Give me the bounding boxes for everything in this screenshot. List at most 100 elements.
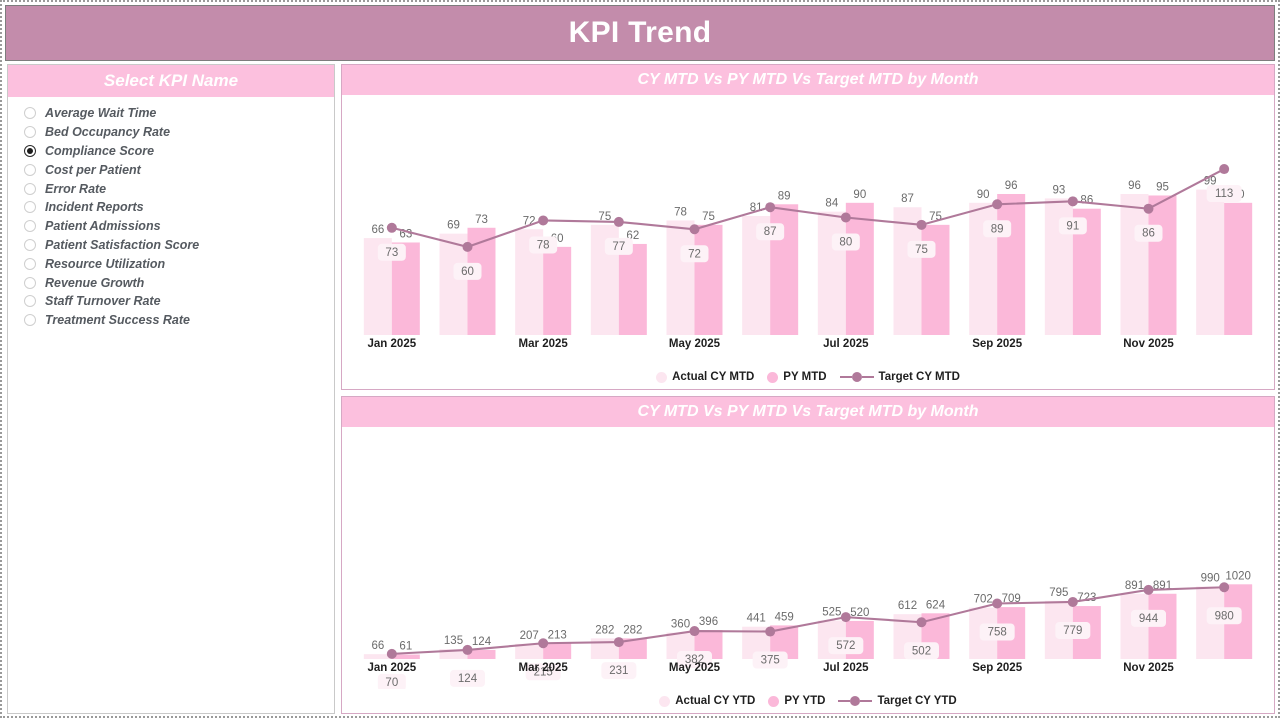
- kpi-slicer-item[interactable]: Compliance Score: [8, 142, 334, 161]
- bar-value-label: 525: [822, 607, 841, 619]
- target-line-marker[interactable]: [689, 626, 700, 637]
- kpi-slicer-item[interactable]: Cost per Patient: [8, 160, 334, 179]
- target-line-marker[interactable]: [1219, 582, 1230, 593]
- chart-ytd-canvas[interactable]: 66 135 207 282 360 441 525 612 702 795 891 990 61 124…: [342, 427, 1274, 689]
- radio-unselected-icon[interactable]: [24, 238, 36, 251]
- x-axis-tick-label: Jul 2025: [823, 662, 869, 674]
- radio-unselected-icon[interactable]: [24, 276, 36, 289]
- bar-actual[interactable]: [817, 211, 846, 336]
- bar-py[interactable]: [997, 194, 1026, 335]
- target-line-marker[interactable]: [1219, 164, 1230, 175]
- target-line-marker[interactable]: [613, 637, 624, 648]
- radio-unselected-icon[interactable]: [24, 220, 36, 233]
- bar-py[interactable]: [845, 202, 874, 335]
- target-line-marker[interactable]: [1143, 203, 1154, 214]
- target-line-marker[interactable]: [992, 598, 1003, 609]
- target-value-label: 231: [609, 665, 628, 677]
- kpi-slicer-item[interactable]: Error Rate: [8, 179, 334, 198]
- kpi-slicer-item[interactable]: Patient Admissions: [8, 217, 334, 236]
- bar-value-label: 624: [926, 599, 946, 611]
- radio-unselected-icon[interactable]: [24, 257, 36, 270]
- bar-actual[interactable]: [439, 649, 468, 659]
- page-title: KPI Trend: [568, 16, 712, 49]
- bar-value-label: 93: [1052, 184, 1065, 196]
- target-line-marker[interactable]: [1143, 584, 1154, 595]
- bar-actual[interactable]: [439, 233, 468, 335]
- target-line-marker[interactable]: [613, 216, 624, 227]
- kpi-slicer-item[interactable]: Average Wait Time: [8, 104, 334, 123]
- bar-actual[interactable]: [590, 638, 619, 659]
- kpi-slicer-item[interactable]: Staff Turnover Rate: [8, 292, 334, 311]
- target-line-marker[interactable]: [538, 215, 549, 226]
- bar-actual[interactable]: [1196, 189, 1225, 335]
- target-label-pill: [529, 236, 558, 254]
- bar-value-label: 66: [371, 640, 384, 652]
- target-value-label: 382: [685, 654, 704, 666]
- chart-mtd-canvas[interactable]: 66 69 72 75 78 81 84 87 90 93 96 99 63 73 60 62 75 89 90 75…: [342, 95, 1274, 365]
- bar-actual[interactable]: [515, 643, 544, 659]
- target-line-marker[interactable]: [689, 224, 700, 235]
- radio-unselected-icon[interactable]: [24, 201, 36, 214]
- target-value-label: 758: [988, 627, 1007, 639]
- bar-py[interactable]: [1148, 195, 1177, 335]
- target-label-pill: [453, 262, 482, 280]
- target-value-label: 944: [1139, 613, 1159, 625]
- target-line-marker[interactable]: [462, 241, 473, 252]
- bar-actual[interactable]: [1120, 194, 1149, 335]
- target-line-marker[interactable]: [765, 626, 776, 637]
- bar-actual[interactable]: [666, 220, 695, 335]
- legend-item[interactable]: PY MTD: [767, 371, 827, 383]
- legend-item[interactable]: Target CY MTD: [839, 371, 960, 383]
- kpi-slicer-header: Select KPI Name: [8, 65, 334, 97]
- kpi-slicer-item[interactable]: Treatment Success Rate: [8, 311, 334, 330]
- kpi-slicer-item[interactable]: Revenue Growth: [8, 273, 334, 292]
- legend-swatch-icon: [767, 371, 779, 383]
- bar-py[interactable]: [694, 224, 723, 335]
- legend-item[interactable]: Target CY YTD: [838, 695, 957, 707]
- bar-actual[interactable]: [893, 207, 922, 335]
- bar-py[interactable]: [543, 246, 572, 336]
- target-line-marker[interactable]: [538, 638, 549, 649]
- bar-py[interactable]: [618, 638, 647, 659]
- target-value-label: 78: [537, 239, 550, 251]
- target-label-pill: [377, 673, 406, 689]
- target-line-marker[interactable]: [840, 612, 851, 623]
- target-line-marker[interactable]: [386, 222, 397, 233]
- radio-unselected-icon[interactable]: [24, 107, 36, 120]
- bar-py[interactable]: [467, 227, 496, 335]
- kpi-slicer-item[interactable]: Resource Utilization: [8, 254, 334, 273]
- bar-py[interactable]: [391, 654, 420, 659]
- radio-unselected-icon[interactable]: [24, 163, 36, 176]
- radio-unselected-icon[interactable]: [24, 126, 36, 139]
- bar-value-label: 396: [699, 616, 718, 628]
- legend-item[interactable]: PY YTD: [768, 695, 825, 707]
- target-line-marker[interactable]: [765, 202, 776, 213]
- bar-py[interactable]: [1224, 202, 1253, 335]
- x-axis-tick-label: Sep 2025: [972, 662, 1022, 674]
- target-line-marker[interactable]: [916, 617, 927, 628]
- kpi-slicer-item[interactable]: Bed Occupancy Rate: [8, 123, 334, 142]
- target-line-marker[interactable]: [840, 212, 851, 223]
- target-line-marker[interactable]: [462, 644, 473, 655]
- target-line-marker[interactable]: [1067, 596, 1078, 607]
- target-line-marker[interactable]: [1067, 196, 1078, 207]
- legend-item[interactable]: Actual CY YTD: [659, 695, 755, 707]
- bar-value-label: 795: [1049, 587, 1068, 599]
- kpi-slicer-item[interactable]: Incident Reports: [8, 198, 334, 217]
- target-line-marker[interactable]: [916, 219, 927, 230]
- bar-py[interactable]: [618, 243, 647, 335]
- bar-py[interactable]: [467, 649, 496, 659]
- radio-unselected-icon[interactable]: [24, 182, 36, 195]
- kpi-slicer-item[interactable]: Patient Satisfaction Score: [8, 236, 334, 255]
- legend-item[interactable]: Actual CY MTD: [656, 371, 754, 383]
- target-label-pill: [601, 662, 637, 680]
- radio-unselected-icon[interactable]: [24, 295, 36, 308]
- target-line-marker[interactable]: [992, 199, 1003, 210]
- x-axis-tick-label: Sep 2025: [972, 338, 1022, 350]
- radio-selected-icon[interactable]: [24, 144, 36, 157]
- radio-unselected-icon[interactable]: [24, 314, 36, 327]
- target-label-pill: [604, 237, 633, 255]
- target-line-marker[interactable]: [386, 648, 397, 659]
- bar-py[interactable]: [543, 643, 572, 659]
- bar-actual[interactable]: [363, 654, 392, 659]
